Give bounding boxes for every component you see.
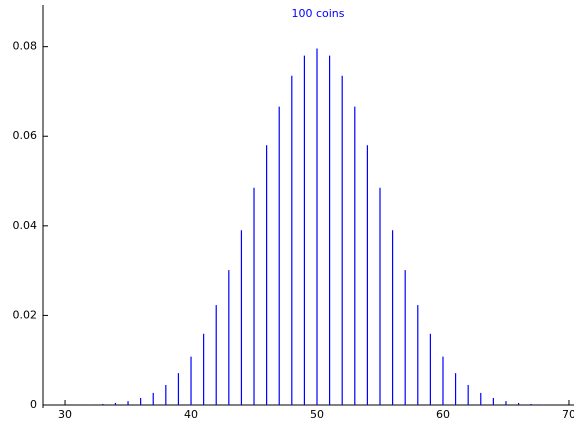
y-tick-label: 0.02 (13, 308, 38, 321)
x-tick-label: 70 (562, 408, 574, 421)
y-tick-label: 0.08 (13, 40, 38, 53)
y-tick-label: 0.04 (13, 219, 38, 232)
chart-title: 100 coins (291, 7, 344, 20)
y-tick-label: 0.06 (13, 129, 38, 142)
x-tick-label: 40 (184, 408, 198, 421)
y-tick-label: 0 (30, 398, 37, 411)
x-tick-label: 30 (58, 408, 72, 421)
x-tick-label: 50 (310, 408, 324, 421)
x-tick-label: 60 (436, 408, 450, 421)
